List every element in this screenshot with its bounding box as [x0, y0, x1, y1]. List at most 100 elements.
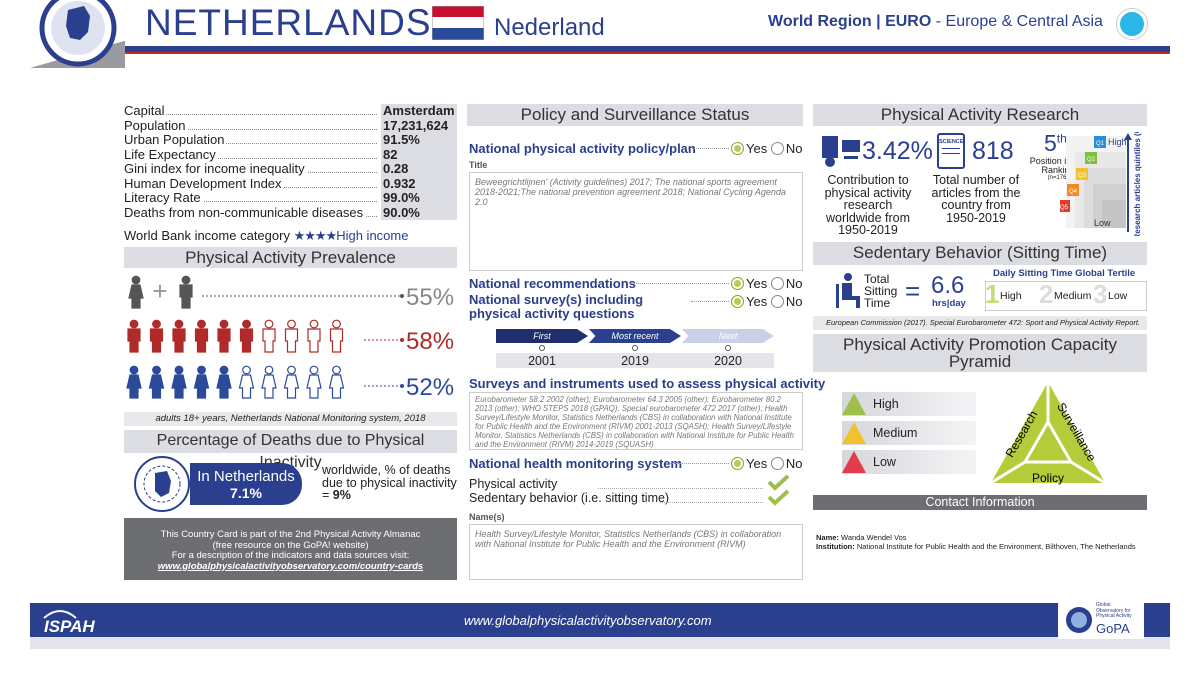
timeline-years-bar [496, 353, 774, 368]
sedentary-source: European Commission (2017). Special Euro… [813, 316, 1147, 330]
deaths-title: Percentage of Deaths due to Physical Ina… [124, 430, 457, 471]
no: No [785, 294, 803, 309]
sitting-label: Total Sitting Time [864, 272, 898, 310]
prevalence-title: Physical Activity Prevalence [124, 247, 457, 268]
leader [598, 488, 763, 489]
timeline-tick [632, 345, 638, 351]
radio-yes [731, 142, 744, 155]
yes: Yes [746, 141, 768, 156]
axis-arrow [1124, 133, 1132, 140]
stat-row: Literacy Rate 99.0% [124, 190, 457, 206]
head [129, 365, 139, 375]
stat-value: Amsterdam [381, 103, 457, 119]
footer-band [30, 603, 1170, 637]
stat-label: Deaths from non-communicable diseases [124, 204, 366, 220]
country-logo [39, 0, 117, 67]
income-label: World Bank income category [124, 228, 290, 243]
body [328, 374, 345, 399]
articles-label: Total number of articles from the countr… [931, 173, 1021, 225]
gopa-box: Global Observatory for Physical Activity… [1058, 601, 1144, 639]
country-name: NETHERLANDS [145, 2, 432, 43]
radio-yes [731, 277, 744, 290]
head [287, 319, 296, 329]
stat-label: Urban Population [124, 132, 227, 148]
footer-url[interactable]: www.globalphysicalactivityobservatory.co… [464, 613, 712, 628]
instruments-text: Eurobarometer 58.2 2002 (other); Eurobar… [469, 392, 803, 450]
person-icon [149, 319, 164, 353]
no: No [785, 456, 803, 471]
timeline-arrow: Next [682, 329, 774, 343]
level-label: Medium [873, 426, 918, 440]
recommendations-row: National recommendations Yes No [469, 275, 803, 293]
head [219, 365, 229, 375]
rank: 5th [1044, 130, 1067, 157]
monitoring-answer: Yes No [731, 456, 802, 471]
no: No [785, 276, 803, 291]
quintile-marker [1067, 184, 1079, 196]
timeline-year: 2001 [528, 354, 556, 368]
rank-number: 5 [1044, 130, 1057, 156]
articles: 818 [972, 137, 1014, 165]
quintile-axis-label: Research articles quintiles (Q) [1133, 132, 1142, 236]
region-dot [1117, 9, 1147, 39]
head [129, 319, 139, 329]
leader [629, 283, 729, 284]
head [181, 275, 191, 285]
stat-value: 17,231,624 [381, 118, 457, 133]
prevalence-value: 58% [406, 328, 454, 355]
stat-label: Population [124, 117, 188, 133]
person-icon [238, 365, 255, 399]
stat-label: Gini index for income inequality [124, 161, 307, 177]
head [332, 365, 341, 375]
head [264, 365, 274, 375]
recommendations-label: National recommendations [469, 276, 636, 291]
stat-value: 82 [381, 147, 457, 162]
tertile-number: 1 [985, 279, 1000, 309]
survey-label: National survey(s) including physical ac… [469, 292, 644, 321]
body [148, 374, 165, 399]
pyramid-side: Policy [1032, 471, 1064, 485]
no: No [785, 141, 803, 156]
pyramid: Research Surveillance Policy [988, 379, 1108, 486]
gopa-globe [1066, 607, 1092, 633]
head [332, 319, 341, 329]
person-icon [283, 365, 300, 399]
stat-value: 91.5% [381, 132, 457, 148]
person-icon [262, 319, 276, 353]
institution-label: Institution: [816, 541, 855, 551]
footer-shadow [30, 637, 1170, 649]
names-label: Name(s) [469, 512, 505, 522]
level-label: High [873, 397, 899, 411]
stat-row: Life Expectancy 82 [124, 147, 457, 162]
radio-no [770, 142, 784, 155]
person-icon [128, 275, 144, 309]
stat-row: Gini index for income inequality 0.28 [124, 161, 457, 177]
names-text: Health Survey/Lifestyle Monitor, Statist… [469, 524, 803, 580]
checkmarks [767, 474, 790, 506]
rank-suffix: th [1056, 131, 1067, 146]
rank-label: Position in the Ranking [1029, 156, 1087, 175]
institution: National Institute for Public Health and… [856, 541, 1136, 551]
income: World Bank income category ★★★★High inco… [124, 228, 408, 244]
body [194, 328, 209, 353]
tertile-label: Low [1108, 290, 1128, 302]
body [128, 284, 144, 309]
person-icon [171, 365, 187, 399]
head [287, 365, 296, 375]
person-icon [193, 365, 210, 399]
quintile-label: Q1 [1096, 141, 1105, 147]
almanac-link[interactable]: www.globalphysicalactivityobservatory.co… [157, 560, 424, 572]
flag [432, 6, 484, 40]
person-icon [148, 365, 165, 399]
body [216, 374, 232, 399]
head [242, 365, 251, 375]
prevalence-note: adults 18+ years, Netherlands National M… [124, 412, 457, 426]
body [172, 328, 186, 353]
stat-row: Population 17,231,624 [124, 117, 457, 133]
yes: Yes [746, 456, 768, 471]
tertile-number: 3 [1093, 279, 1108, 309]
body [193, 374, 210, 399]
sitting-value: 6.6 [931, 272, 965, 299]
contact-title: Contact Information [813, 495, 1147, 510]
